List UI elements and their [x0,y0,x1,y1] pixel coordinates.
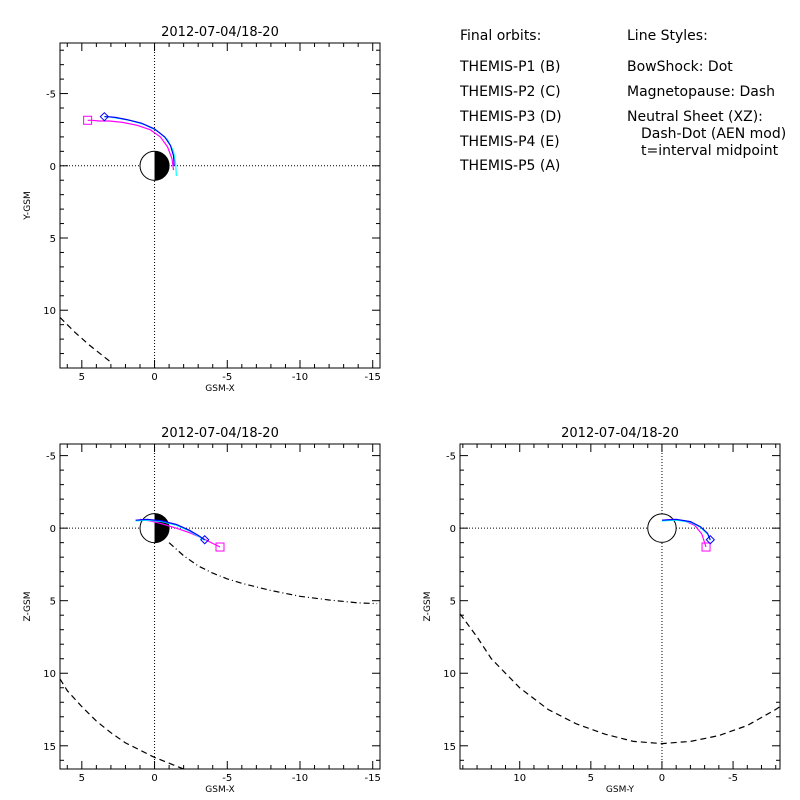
legend-orbit-p2: THEMIS-P2 (C) [459,84,561,100]
series-themis-p5-a- [139,518,221,548]
legend-orbit-p1: THEMIS-P1 (B) [459,59,560,75]
plot-frame [459,443,781,770]
legend-styles-title: Line Styles: [627,28,708,44]
y-tick-label: 5 [450,597,456,608]
y-tick-label: 15 [443,742,456,753]
marker-square [83,115,93,125]
y-tick-label: 10 [443,669,456,680]
series-group [60,111,177,363]
series-themis-p5-a- [87,119,175,171]
series-bow-shock [60,316,112,363]
earth-circle [647,513,677,543]
earth-night-side [154,151,170,181]
marker-diamond [705,535,716,545]
legend-style-bowshock: BowShock: Dot [627,59,733,75]
chart-title: 2012-07-04/18-20 [561,426,679,441]
legend-style-dashdot: Dash-Dot (AEN mod) [641,126,786,142]
y-tick-label: -5 [46,90,56,101]
plot-frame [59,42,381,369]
series-themis-p4-e- [135,518,206,541]
earth-night-side [154,513,170,543]
legend: Final orbits: THEMIS-P1 (B) THEMIS-P2 (C… [459,28,786,174]
y-tick-label: 5 [50,597,56,608]
x-tick-label: 0 [151,773,157,784]
chart-title: 2012-07-04/18-20 [161,25,279,40]
y-tick-label: 0 [50,524,56,535]
y-axis-label: Y-GSM [23,191,33,220]
x-tick-label: -5 [222,773,232,784]
legend-style-midpoint: t=interval midpoint [641,143,779,159]
x-tick-label: 5 [588,773,594,784]
x-tick-label: -15 [365,372,381,383]
x-tick-label: 0 [659,773,665,784]
marker-diamond [200,535,210,545]
x-tick-label: -5 [728,773,738,784]
legend-orbit-p5: THEMIS-P5 (A) [459,158,560,174]
marker-diamond [99,111,110,122]
x-tick-label: -15 [365,773,381,784]
y-axis-label: Z-GSM [23,591,33,621]
marker-square [215,542,225,552]
x-tick-label: -10 [292,773,308,784]
x-tick-label: 10 [513,773,526,784]
y-tick-label: 0 [50,162,56,173]
legend-style-magnetopause: Magnetopause: Dash [627,84,775,100]
x-tick-label: -10 [292,372,308,383]
y-axis-label: Z-GSM [423,591,433,621]
y-tick-label: -5 [46,452,56,463]
panel-yz: 2012-07-04/18-20 10 5 0 -5 -5 0 5 10 15 GSM-Y Z-GSM [423,426,781,795]
panel-xz: 2012-07-04/18-20 5 0 -5 -10 -15 -5 0 5 10 15 GSM-X Z… [23,426,381,795]
x-axis-label: GSM-Y [606,785,635,795]
y-tick-label: 5 [50,234,56,245]
chart-title: 2012-07-04/18-20 [161,426,279,441]
series-themis-p4-e- [661,518,711,541]
x-tick-label: 5 [79,372,85,383]
y-tick-label: 0 [450,524,456,535]
x-tick-label: -5 [222,372,232,383]
y-tick-label: -5 [446,452,456,463]
y-tick-label: 10 [43,306,56,317]
panel-xy: 2012-07-04/18-20 5 0 -5 -10 -15 -5 0 5 10 GSM-X Y-G… [23,25,381,394]
series-magnetopause [60,678,184,769]
series-magnetopause [460,613,780,745]
plot-frame [59,443,381,770]
y-tick-label: 15 [43,742,56,753]
y-tick-label: 10 [43,669,56,680]
series-group [60,518,378,769]
legend-orbit-p4: THEMIS-P4 (E) [459,134,560,150]
series-group [460,518,780,745]
legend-orbit-p3: THEMIS-P3 (D) [459,109,562,125]
x-axis-label: GSM-X [205,785,234,795]
series-themis-p4-e- [104,116,175,166]
marker-square [701,542,711,552]
series-neutral-sheet [168,542,378,605]
legend-orbits-title: Final orbits: [460,28,541,44]
x-tick-label: 5 [79,773,85,784]
x-axis-label: GSM-X [205,384,234,394]
legend-style-neutral-sheet: Neutral Sheet (XZ): [627,109,763,125]
x-tick-label: 0 [151,372,157,383]
